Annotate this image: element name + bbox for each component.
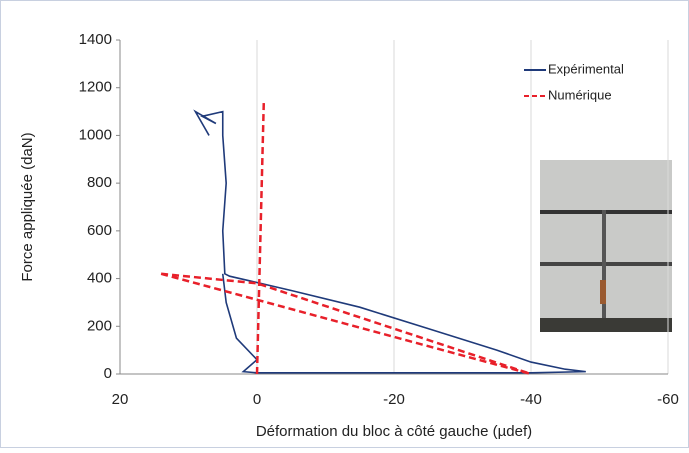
series-line <box>160 99 532 376</box>
photo-base <box>540 318 672 332</box>
y-tick-label: 200 <box>87 317 112 334</box>
legend-label: Expérimental <box>548 61 624 76</box>
y-tick-label: 0 <box>104 365 112 382</box>
x-tick-label: -60 <box>657 391 679 408</box>
y-tick-label: 400 <box>87 270 112 287</box>
photo-stain <box>600 280 606 304</box>
y-tick-label: 1200 <box>79 79 112 96</box>
y-tick-label: 1000 <box>79 126 112 143</box>
series-line <box>193 109 586 374</box>
legend-label: Numérique <box>548 87 612 102</box>
x-tick-label: 0 <box>253 391 261 408</box>
inset-photo <box>540 160 672 332</box>
x-tick-label: -20 <box>383 391 405 408</box>
x-tick-label: -40 <box>520 391 542 408</box>
x-tick-label: 20 <box>112 391 129 408</box>
x-axis-label: Déformation du bloc à côté gauche (µdef) <box>256 423 532 440</box>
y-tick-label: 800 <box>87 174 112 191</box>
y-tick-label: 1400 <box>79 31 112 48</box>
y-tick-label: 600 <box>87 222 112 239</box>
photo-joint <box>602 210 606 330</box>
y-axis-label: Force appliquée (daN) <box>19 132 36 281</box>
